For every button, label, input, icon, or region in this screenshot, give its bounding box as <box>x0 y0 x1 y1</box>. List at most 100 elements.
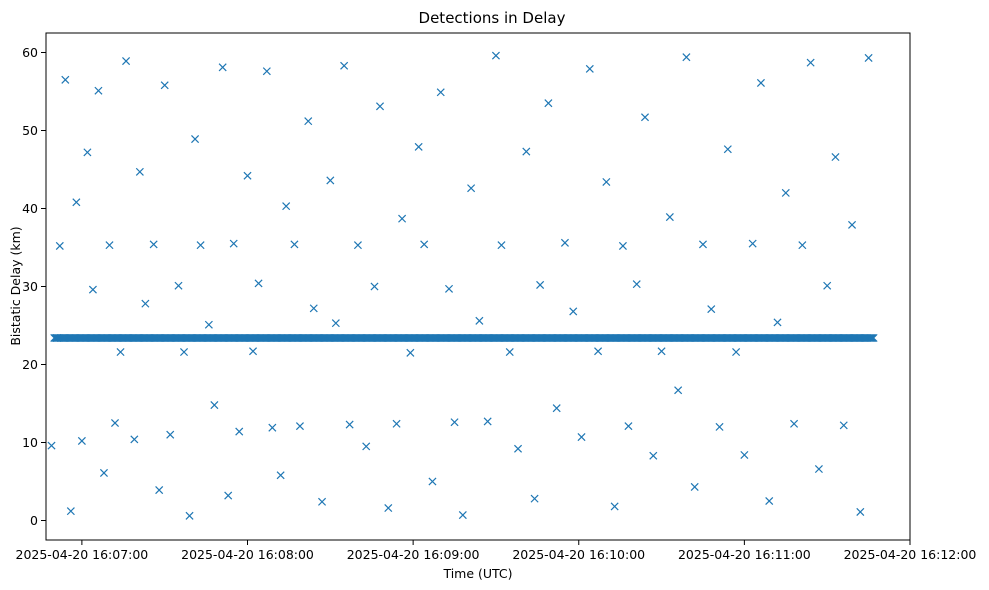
data-point <box>135 167 144 176</box>
data-point <box>798 241 807 250</box>
data-point-band <box>866 333 875 343</box>
data-point <box>491 51 500 60</box>
data-point <box>483 417 492 426</box>
data-point <box>196 241 205 250</box>
data-point <box>282 202 291 211</box>
data-point <box>577 433 586 442</box>
data-point <box>530 494 539 503</box>
data-point <box>690 482 699 491</box>
data-point <box>83 148 92 157</box>
y-tick-label: 10 <box>22 435 38 450</box>
data-point <box>414 142 423 151</box>
data-point <box>99 468 108 477</box>
data-point <box>444 284 454 293</box>
data-point <box>864 53 873 62</box>
data-point <box>149 240 158 249</box>
y-tick-label: 0 <box>30 513 38 528</box>
data-point <box>55 241 64 250</box>
data-point <box>243 171 252 180</box>
data-point <box>229 239 238 248</box>
data-point <box>428 477 437 486</box>
data-point <box>856 507 865 516</box>
data-point <box>436 88 445 97</box>
data-point <box>522 147 531 156</box>
data-point <box>362 442 371 451</box>
x-tick-label: 2025-04-20 16:12:00 <box>844 547 977 562</box>
data-point <box>110 418 120 428</box>
data-point <box>497 241 506 250</box>
data-point <box>53 333 62 343</box>
data-point <box>72 198 81 207</box>
y-tick-label: 40 <box>22 201 38 216</box>
data-point <box>814 464 823 474</box>
data-point <box>406 348 415 357</box>
data-point <box>345 420 354 429</box>
y-tick-label: 20 <box>22 357 38 372</box>
data-point <box>276 471 285 480</box>
data-point <box>384 503 393 513</box>
plot-frame <box>45 32 911 541</box>
data-point <box>682 53 691 62</box>
data-point <box>514 444 523 453</box>
data-point <box>544 99 553 108</box>
y-axis: 0 10 20 30 40 50 60 <box>22 45 46 528</box>
data-point <box>398 214 407 223</box>
data-point <box>773 318 782 327</box>
data-point <box>665 213 674 222</box>
data-point <box>602 177 611 187</box>
data-point <box>475 316 484 325</box>
data-point <box>340 61 349 70</box>
data-point <box>624 422 633 431</box>
data-point <box>585 64 594 73</box>
data-point <box>536 280 545 289</box>
data-point <box>698 240 707 249</box>
y-axis-label: Bistatic Delay (km) <box>8 226 23 345</box>
data-point <box>66 507 75 516</box>
data-point <box>839 421 848 430</box>
data-point <box>732 347 741 357</box>
data-point <box>848 220 857 229</box>
data-point <box>458 511 467 520</box>
data-point <box>262 67 271 76</box>
data-point-band <box>867 333 876 343</box>
data-point <box>467 184 476 193</box>
data-point <box>552 404 561 413</box>
data-point <box>715 422 724 431</box>
data-point <box>224 491 233 500</box>
data-point <box>505 347 514 357</box>
x-tick-label: 2025-04-20 16:10:00 <box>512 547 645 562</box>
chart-title: Detections in Delay <box>419 9 566 27</box>
data-point <box>185 511 194 520</box>
data-point <box>560 238 569 247</box>
data-point <box>640 113 650 122</box>
data-point <box>116 347 125 357</box>
data-point <box>781 188 790 197</box>
marks-layer <box>47 51 878 520</box>
x-tick-label: 2025-04-20 16:11:00 <box>678 547 811 562</box>
data-point <box>806 58 815 67</box>
y-tick-label: 30 <box>22 279 38 294</box>
data-point <box>268 423 277 432</box>
data-point <box>47 441 56 450</box>
data-point <box>831 152 840 162</box>
data-point <box>191 135 200 144</box>
data-point <box>823 281 832 290</box>
data-point <box>370 282 379 291</box>
data-point <box>318 497 327 506</box>
data-point <box>160 81 169 90</box>
data-point-band <box>869 333 878 343</box>
data-point <box>723 145 732 154</box>
data-point <box>122 57 131 66</box>
data-point <box>649 451 658 460</box>
data-point <box>331 319 340 328</box>
data-point <box>594 347 603 356</box>
data-point <box>353 241 362 250</box>
data-point <box>632 280 641 289</box>
data-point <box>204 320 213 329</box>
y-tick-label: 60 <box>22 45 38 60</box>
data-point <box>740 450 749 460</box>
data-point <box>174 281 183 290</box>
data-point <box>748 239 757 248</box>
data-point <box>610 502 619 511</box>
data-point-band <box>868 333 877 343</box>
